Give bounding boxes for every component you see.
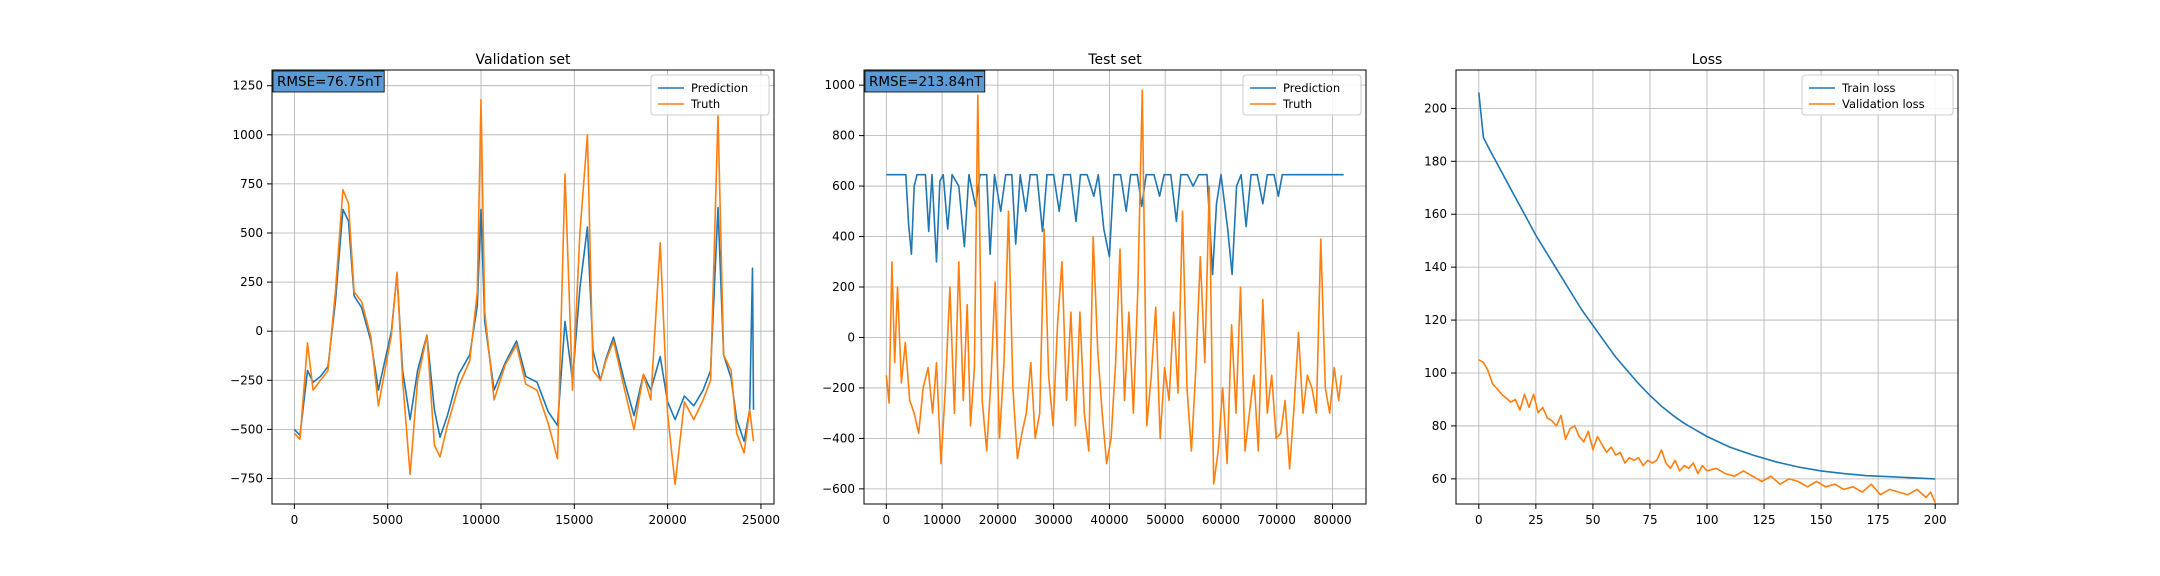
chart-title: Validation set	[476, 52, 571, 68]
x-tick-label: 5000	[372, 513, 403, 527]
chart-panel: 0 25 50 75 100 125 150 175 200 60 80 100 120 140 160 18…	[1424, 52, 1959, 527]
y-tick-label: 800	[832, 129, 855, 143]
chart-panel: 0 5000 10000 15000 20000 25000 −750 −500 −250 0 25…	[230, 52, 780, 527]
x-tick-label: 15000	[555, 513, 593, 527]
legend-box	[1801, 74, 1954, 116]
y-tick-label: 180	[1424, 154, 1447, 168]
y-tick-label: −200	[822, 381, 855, 395]
x-tick-label: 175	[1867, 513, 1890, 527]
axes-frame	[1455, 69, 1959, 505]
series-line	[1478, 92, 1936, 480]
y-tick-label: 140	[1424, 260, 1447, 274]
y-tick-label: 500	[240, 226, 263, 240]
x-tick-label: 75	[1642, 513, 1657, 527]
x-tick-label: 0	[882, 513, 890, 527]
legend-box	[650, 74, 770, 116]
y-tick-label: 750	[240, 177, 263, 191]
x-tick-label: 70000	[1258, 513, 1296, 527]
y-tick-label: 200	[832, 280, 855, 294]
x-tick-label: 50000	[1146, 513, 1184, 527]
annotation-text: RMSE=213.84nT	[869, 74, 983, 90]
y-tick-label: 100	[1424, 366, 1447, 380]
x-tick-label: 80000	[1313, 513, 1351, 527]
y-tick-label: 80	[1432, 419, 1447, 433]
legend-label: Train loss	[1841, 81, 1895, 95]
x-tick-label: 25000	[742, 513, 780, 527]
x-tick-label: 20000	[649, 513, 687, 527]
y-tick-label: 1000	[824, 78, 855, 92]
y-tick-label: 0	[255, 324, 263, 338]
x-tick-label: 0	[291, 513, 299, 527]
legend-label: Prediction	[691, 81, 748, 95]
x-tick-label: 200	[1924, 513, 1947, 527]
x-tick-label: 10000	[462, 513, 500, 527]
annotation-box	[864, 70, 986, 93]
y-tick-label: 0	[847, 330, 855, 344]
x-tick-label: 125	[1753, 513, 1776, 527]
y-tick-label: 400	[832, 230, 855, 244]
x-tick-label: 100	[1696, 513, 1719, 527]
y-tick-label: 120	[1424, 313, 1447, 327]
annotation-text: RMSE=76.75nT	[277, 74, 383, 90]
y-tick-label: −750	[230, 471, 263, 485]
x-tick-label: 20000	[979, 513, 1017, 527]
chart-panel: 0 10000 20000 30000 40000 50000 60000 70000 8000…	[822, 52, 1367, 527]
annotation-box	[272, 70, 385, 93]
y-tick-label: −250	[230, 373, 263, 387]
series-line	[293, 98, 755, 486]
series-line	[1478, 359, 1936, 504]
chart-title: Loss	[1692, 52, 1723, 68]
legend-label: Truth	[1282, 97, 1312, 111]
y-tick-label: 1250	[232, 79, 263, 93]
axes-frame	[863, 69, 1367, 505]
legend-box	[1242, 74, 1362, 116]
y-tick-label: −400	[822, 431, 855, 445]
x-tick-label: 150	[1810, 513, 1833, 527]
legend-label: Truth	[690, 97, 720, 111]
legend-label: Prediction	[1283, 81, 1340, 95]
series-line	[885, 89, 1343, 485]
x-tick-label: 50	[1585, 513, 1600, 527]
y-tick-label: 1000	[232, 128, 263, 142]
y-tick-label: 200	[1424, 101, 1447, 115]
series-line	[293, 206, 755, 442]
y-tick-label: −600	[822, 482, 855, 496]
series-line	[886, 173, 1344, 276]
axes-frame	[271, 69, 775, 505]
y-tick-label: 60	[1432, 472, 1447, 486]
y-tick-label: 160	[1424, 207, 1447, 221]
y-tick-label: 250	[240, 275, 263, 289]
chart-title: Test set	[1087, 52, 1142, 68]
y-tick-label: 600	[832, 179, 855, 193]
x-tick-label: 60000	[1202, 513, 1240, 527]
legend-label: Validation loss	[1842, 97, 1925, 111]
x-tick-label: 10000	[923, 513, 961, 527]
y-tick-label: −500	[230, 422, 263, 436]
x-tick-label: 40000	[1090, 513, 1128, 527]
x-tick-label: 30000	[1035, 513, 1073, 527]
x-tick-label: 25	[1528, 513, 1543, 527]
x-tick-label: 0	[1475, 513, 1483, 527]
